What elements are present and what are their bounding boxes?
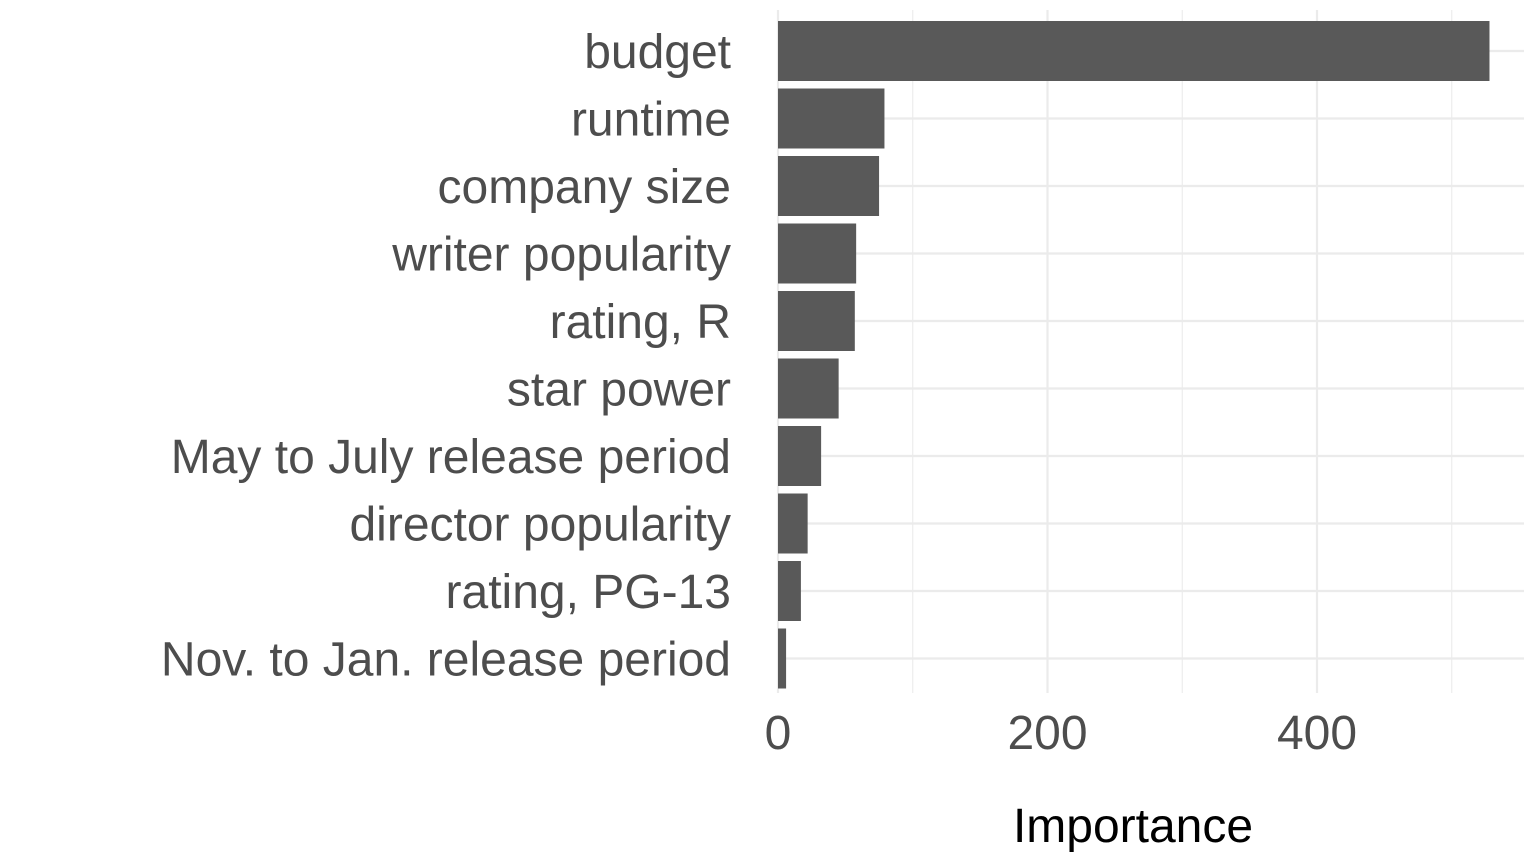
bar: [778, 493, 808, 554]
bar: [778, 358, 839, 419]
category-label: director popularity: [349, 499, 731, 552]
x-tick-labels: 0 200 400: [765, 707, 1357, 760]
category-label: writer popularity: [391, 229, 731, 282]
bar: [778, 561, 801, 621]
x-tick-label: 400: [1277, 707, 1357, 760]
grid: [776, 10, 1524, 693]
category-label: budget: [584, 26, 731, 79]
category-label: Nov. to Jan. release period: [161, 634, 731, 687]
category-label: company size: [438, 161, 731, 214]
bars: [778, 21, 1490, 689]
bar: [778, 88, 885, 149]
category-label: rating, PG-13: [446, 566, 731, 619]
bar: [778, 156, 880, 216]
x-tick-label: 200: [1007, 707, 1087, 760]
x-tick-label: 0: [765, 707, 792, 760]
category-label: rating, R: [550, 296, 731, 349]
bar: [778, 21, 1490, 81]
bar: [778, 291, 855, 351]
category-labels: budget runtime company size writer populari…: [161, 26, 731, 687]
bar: [778, 628, 787, 689]
category-label: runtime: [571, 94, 731, 147]
x-axis-title: Importance: [1013, 800, 1253, 853]
category-label: May to July release period: [171, 431, 731, 484]
category-label: star power: [507, 364, 731, 417]
bar: [778, 426, 822, 486]
bar: [778, 223, 857, 284]
